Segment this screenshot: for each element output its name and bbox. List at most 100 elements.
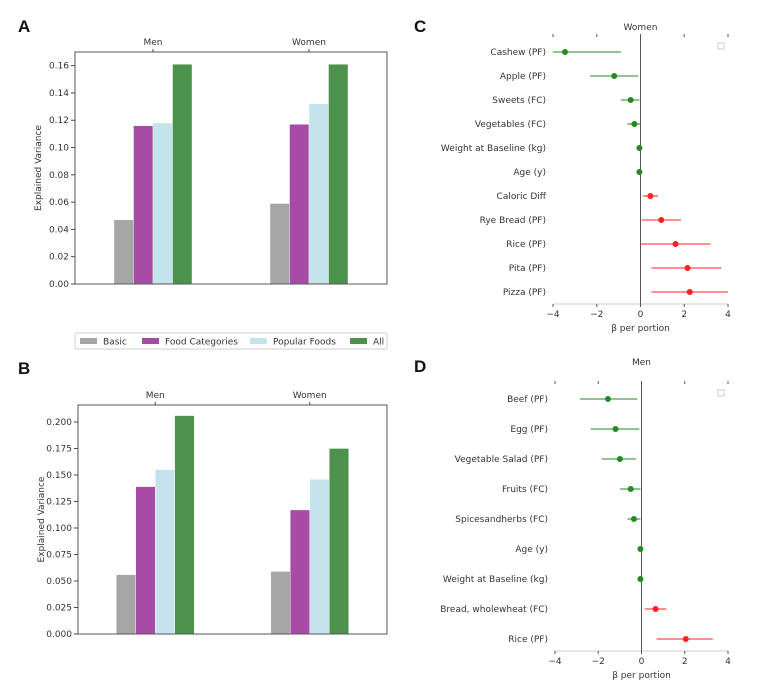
point-estimate — [631, 121, 638, 127]
bar-food-categories — [289, 124, 310, 285]
category-label: Men — [143, 38, 162, 48]
y-tick-label: 0.00 — [49, 280, 69, 290]
point-estimate — [672, 241, 679, 247]
bar-basic — [116, 574, 136, 635]
legend-box — [74, 332, 388, 350]
x-tick-label: 4 — [725, 310, 731, 320]
x-tick-label: 0 — [638, 310, 644, 320]
bar-basic — [269, 203, 290, 285]
legend-swatch — [250, 338, 267, 344]
point-estimate — [616, 456, 623, 462]
x-tick-label: 2 — [682, 657, 688, 667]
y-axis-label: Explained Variance — [34, 125, 44, 211]
plot-title: Women — [624, 23, 658, 33]
row-label: Pizza (PF) — [503, 288, 546, 298]
point-estimate — [684, 265, 691, 271]
y-tick-label: 0.16 — [49, 62, 69, 72]
y-tick-label: 0.125 — [46, 497, 72, 507]
category-label: Women — [293, 391, 327, 401]
bar-all — [329, 448, 349, 635]
y-tick-label: 0.08 — [49, 171, 69, 181]
row-label: Cashew (PF) — [490, 48, 546, 58]
row-label: Rye Bread (PF) — [480, 216, 546, 226]
bar-popular-foods — [309, 479, 330, 635]
x-tick-label: −2 — [590, 310, 603, 320]
x-axis-label: β per portion — [612, 671, 671, 681]
bar-popular-foods — [155, 469, 175, 635]
row-label: Age (y) — [513, 168, 546, 178]
empty-legend — [717, 389, 725, 397]
y-tick-label: 0.02 — [49, 253, 69, 263]
row-label: Sweets (FC) — [492, 96, 546, 106]
row-label: Fruits (FC) — [502, 485, 548, 495]
legend-label: Popular Foods — [273, 338, 336, 348]
x-tick-label: −2 — [592, 657, 605, 667]
x-tick-label: 4 — [725, 657, 731, 667]
x-tick-label: 2 — [681, 310, 687, 320]
row-label: Vegetables (FC) — [475, 120, 546, 130]
point-estimate — [636, 169, 643, 175]
bar-all — [174, 415, 195, 635]
row-label: Rice (PF) — [508, 635, 548, 645]
y-tick-label: 0.04 — [49, 225, 69, 235]
bar-chart-b: 0.000 0.025 0.050 0.075 0.100 0.125 0.150 0.175… — [37, 391, 388, 640]
y-axis-label: Explained Variance — [37, 476, 47, 562]
row-label: Egg (PF) — [510, 425, 548, 435]
bar-all — [328, 64, 349, 285]
row-label: Weight at Baseline (kg) — [443, 575, 548, 585]
forest-plot-c: Women −4 −2 0 2 4 β per portion Cashew (PF) Appl… — [441, 23, 731, 334]
point-estimate — [637, 576, 644, 582]
bar-popular-foods — [152, 122, 173, 285]
bar-basic — [270, 571, 291, 635]
panel-label-b: B — [18, 359, 30, 378]
row-label: Rice (PF) — [506, 240, 546, 250]
plot-frame — [74, 51, 388, 285]
point-estimate — [636, 145, 643, 151]
y-tick-label: 0.14 — [49, 89, 69, 99]
y-tick-label: 0.075 — [46, 550, 72, 560]
point-estimate — [630, 516, 637, 522]
bar-food-categories — [135, 486, 156, 635]
y-tick-label: 0.050 — [46, 577, 72, 587]
y-tick-label: 0.200 — [46, 418, 72, 428]
bar-basic — [113, 219, 134, 285]
point-estimate — [612, 426, 619, 432]
row-label: Spicesandherbs (FC) — [455, 515, 548, 525]
legend-swatch — [80, 338, 97, 344]
y-tick-label: 0.000 — [46, 630, 72, 640]
x-tick-label: −4 — [546, 310, 560, 320]
bar-popular-foods — [308, 103, 329, 285]
x-tick-label: 0 — [639, 657, 645, 667]
bar-all — [172, 64, 193, 285]
forest-plot-d: Men −4 −2 0 2 4 β per portion Beef (PF) Egg (PF)… — [440, 358, 731, 681]
panel-label-c: C — [414, 17, 426, 36]
point-estimate — [652, 606, 659, 612]
row-label: Pita (PF) — [509, 264, 546, 274]
x-axis-label: β per portion — [611, 324, 670, 334]
legend-swatch — [350, 338, 367, 344]
point-estimate — [658, 217, 665, 223]
y-tick-label: 0.06 — [49, 198, 69, 208]
row-label: Caloric Diff — [497, 192, 547, 202]
panel-label-a: A — [18, 17, 30, 36]
point-estimate — [604, 396, 611, 402]
point-estimate — [682, 636, 689, 642]
bar-food-categories — [290, 509, 310, 635]
row-label: Weight at Baseline (kg) — [441, 144, 546, 154]
point-estimate — [627, 486, 634, 492]
empty-legend — [717, 42, 725, 50]
y-tick-label: 0.150 — [46, 471, 72, 481]
panel-label-d: D — [414, 357, 426, 376]
bar-chart-a: 0.00 0.02 0.04 0.06 0.08 0.10 0.12 0.14 0.16 Men W… — [34, 38, 388, 290]
legend-swatch — [142, 338, 159, 344]
point-estimate — [611, 73, 618, 79]
row-label: Bread, wholewheat (FC) — [440, 605, 548, 615]
plot-title: Men — [632, 358, 651, 368]
legend: Basic Food Categories Popular Foods All — [74, 332, 388, 350]
plot-frame — [77, 404, 388, 635]
row-label: Vegetable Salad (PF) — [455, 455, 548, 465]
point-estimate — [627, 97, 634, 103]
y-tick-label: 0.025 — [46, 603, 72, 613]
y-tick-label: 0.10 — [49, 144, 69, 154]
